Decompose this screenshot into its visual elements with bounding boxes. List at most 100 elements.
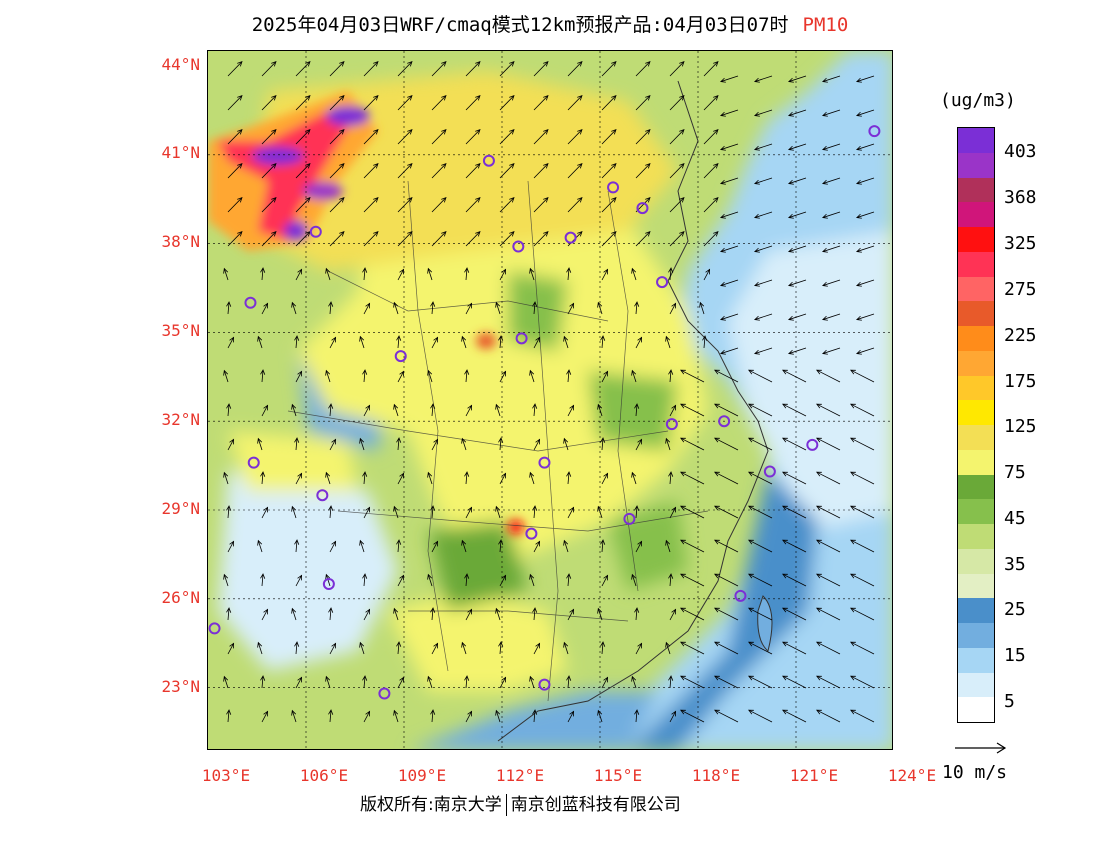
lon-label-115: 115°E <box>593 766 643 785</box>
wind-vector-arrow <box>495 710 501 723</box>
wind-vector-head <box>788 315 794 321</box>
wind-vector-arrow <box>397 438 400 451</box>
wind-vector-arrow <box>295 95 311 111</box>
hotspot-purple-b <box>252 147 304 165</box>
wind-vector-arrow <box>533 608 536 621</box>
wind-vector-head <box>720 111 726 117</box>
wind-vector-arrow <box>465 609 472 621</box>
wind-vector-head <box>850 505 856 511</box>
copyright: 版权所有:南京大学 南京创蓝科技有限公司 <box>360 790 681 816</box>
wind-vector-head <box>291 709 297 716</box>
wind-vector-head <box>509 230 515 237</box>
wind-vector-arrow <box>397 540 400 553</box>
city-station-marker <box>623 512 636 525</box>
wind-vector-arrow <box>465 61 481 77</box>
wind-vector-arrow <box>397 163 413 179</box>
wind-vector-head <box>305 162 311 169</box>
wind-vector-head <box>535 438 541 445</box>
wind-vector-head <box>223 471 229 478</box>
wind-vector-arrow <box>631 370 637 383</box>
wind-vector-arrow <box>499 540 502 553</box>
wind-vector-head <box>597 505 603 512</box>
wind-vector-head <box>645 128 651 135</box>
wind-vector-head <box>671 302 677 309</box>
wind-vector-arrow <box>529 370 535 383</box>
wind-vector-arrow <box>714 675 739 689</box>
wind-vector-arrow <box>748 403 773 417</box>
city-station-marker <box>378 687 391 700</box>
wind-vector-arrow <box>431 129 447 145</box>
wind-vector-arrow <box>703 336 706 349</box>
city-station-marker <box>665 418 678 431</box>
colorbar-segment <box>958 375 994 401</box>
wind-vector-arrow <box>261 472 264 485</box>
wind-vector-arrow <box>329 231 345 247</box>
wind-vector-arrow <box>714 709 739 723</box>
wind-vector-arrow <box>329 710 332 723</box>
wind-vector-arrow <box>363 61 379 77</box>
wind-vector-arrow <box>499 642 502 655</box>
wind-vector-arrow <box>631 268 637 281</box>
wind-vector-head <box>699 301 705 308</box>
colorbar-segment <box>958 623 994 648</box>
wind-vector-head <box>467 302 473 309</box>
wind-vector-arrow <box>295 642 298 655</box>
wind-vector-arrow <box>563 540 569 553</box>
wind-vector-head <box>359 641 365 648</box>
wind-vector-arrow <box>529 574 535 587</box>
wind-vector-head <box>816 471 822 477</box>
wind-vector-arrow <box>567 405 574 417</box>
wind-vector-head <box>441 162 447 169</box>
wind-vector-arrow <box>431 643 438 655</box>
wind-vector-arrow <box>397 269 404 281</box>
wind-vector-head <box>782 607 788 613</box>
wind-vector-head <box>680 437 686 443</box>
wind-vector-head <box>600 335 606 341</box>
wind-vector-head <box>501 268 507 275</box>
wind-vector-head <box>713 162 719 169</box>
wind-vector-head <box>229 540 235 547</box>
wind-vector-arrow <box>680 471 705 485</box>
wind-vector-head <box>297 370 303 377</box>
wind-vector-head <box>257 539 263 546</box>
city-station-marker <box>806 438 819 451</box>
wind-vector-head <box>359 539 365 546</box>
wind-vector-arrow <box>533 61 549 77</box>
wind-vector-arrow <box>782 403 807 417</box>
wind-vector-head <box>671 608 677 615</box>
wind-vector-head <box>461 539 467 546</box>
wind-vector-arrow <box>782 641 807 655</box>
wind-vector-arrow <box>533 643 540 655</box>
wind-vector-head <box>229 642 235 649</box>
wind-vector-head <box>509 94 515 101</box>
wind-vector-head <box>680 369 686 375</box>
wind-vector-arrow <box>363 129 379 145</box>
wind-vector-head <box>782 403 788 409</box>
wind-vector-head <box>603 370 609 377</box>
wind-vector-head <box>671 710 677 717</box>
wind-vector-arrow <box>788 143 807 150</box>
wind-vector-arrow <box>257 438 263 451</box>
wind-vector-arrow <box>533 506 536 519</box>
wind-vector-head <box>600 539 606 545</box>
wind-vector-arrow <box>329 61 345 77</box>
wind-vector-arrow <box>427 676 433 689</box>
wind-vector-arrow <box>720 109 739 116</box>
wind-vector-arrow <box>850 369 875 383</box>
wind-vector-head <box>325 471 331 478</box>
wind-vector-arrow <box>295 336 298 349</box>
wind-vector-arrow <box>295 473 302 485</box>
wind-vector-head <box>359 437 365 444</box>
wind-vector-head <box>291 505 297 512</box>
wind-vector-head <box>441 230 447 237</box>
wind-vector-head <box>529 471 535 478</box>
wind-vector-arrow <box>567 574 570 587</box>
wind-vector-head <box>631 369 637 376</box>
wind-vector-head <box>305 128 311 135</box>
wind-vector-head <box>577 94 583 101</box>
wind-vector-head <box>237 162 243 169</box>
wind-vector-arrow <box>461 438 467 451</box>
wind-vector-arrow <box>227 61 243 77</box>
lat-label-35: 35°N <box>161 321 200 340</box>
coastal-blue <box>630 471 818 749</box>
